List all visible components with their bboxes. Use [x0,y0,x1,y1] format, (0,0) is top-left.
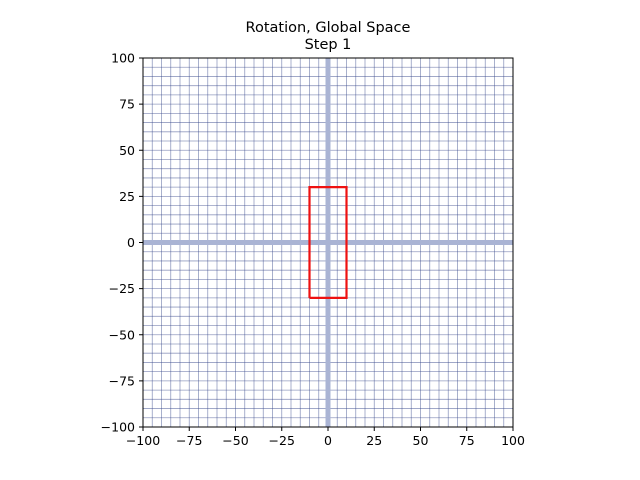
x-tick-label: 25 [366,433,382,448]
y-tick-label: −100 [101,420,135,435]
y-tick-label: 100 [111,51,135,66]
y-tick-label: 50 [119,143,135,158]
y-tick-label: −25 [109,281,135,296]
y-tick-label: −50 [109,327,135,342]
x-tick-label: 100 [501,433,525,448]
axis-bands [143,58,513,427]
y-tick-label: −75 [109,373,135,388]
x-tick-label: 75 [459,433,475,448]
x-tick-label: 50 [413,433,429,448]
chart-subtitle: Step 1 [305,37,352,53]
x-tick-label: −75 [176,433,202,448]
x-tick-label: 0 [324,433,332,448]
x-tick-label: −100 [126,433,160,448]
y-tick-label: 75 [119,97,135,112]
x-tick-label: −50 [222,433,248,448]
y-tick-label: 25 [119,189,135,204]
series-line [308,186,348,299]
y-tick-label: 0 [127,235,135,250]
x-axis: −100 −75 −50 −25 0 25 50 75 100 [126,427,525,448]
y-axis: −100 −75 −50 −25 0 25 50 75 100 [101,51,143,435]
series [308,186,348,299]
chart-title: Rotation, Global Space [246,20,411,36]
x-tick-label: −25 [269,433,295,448]
